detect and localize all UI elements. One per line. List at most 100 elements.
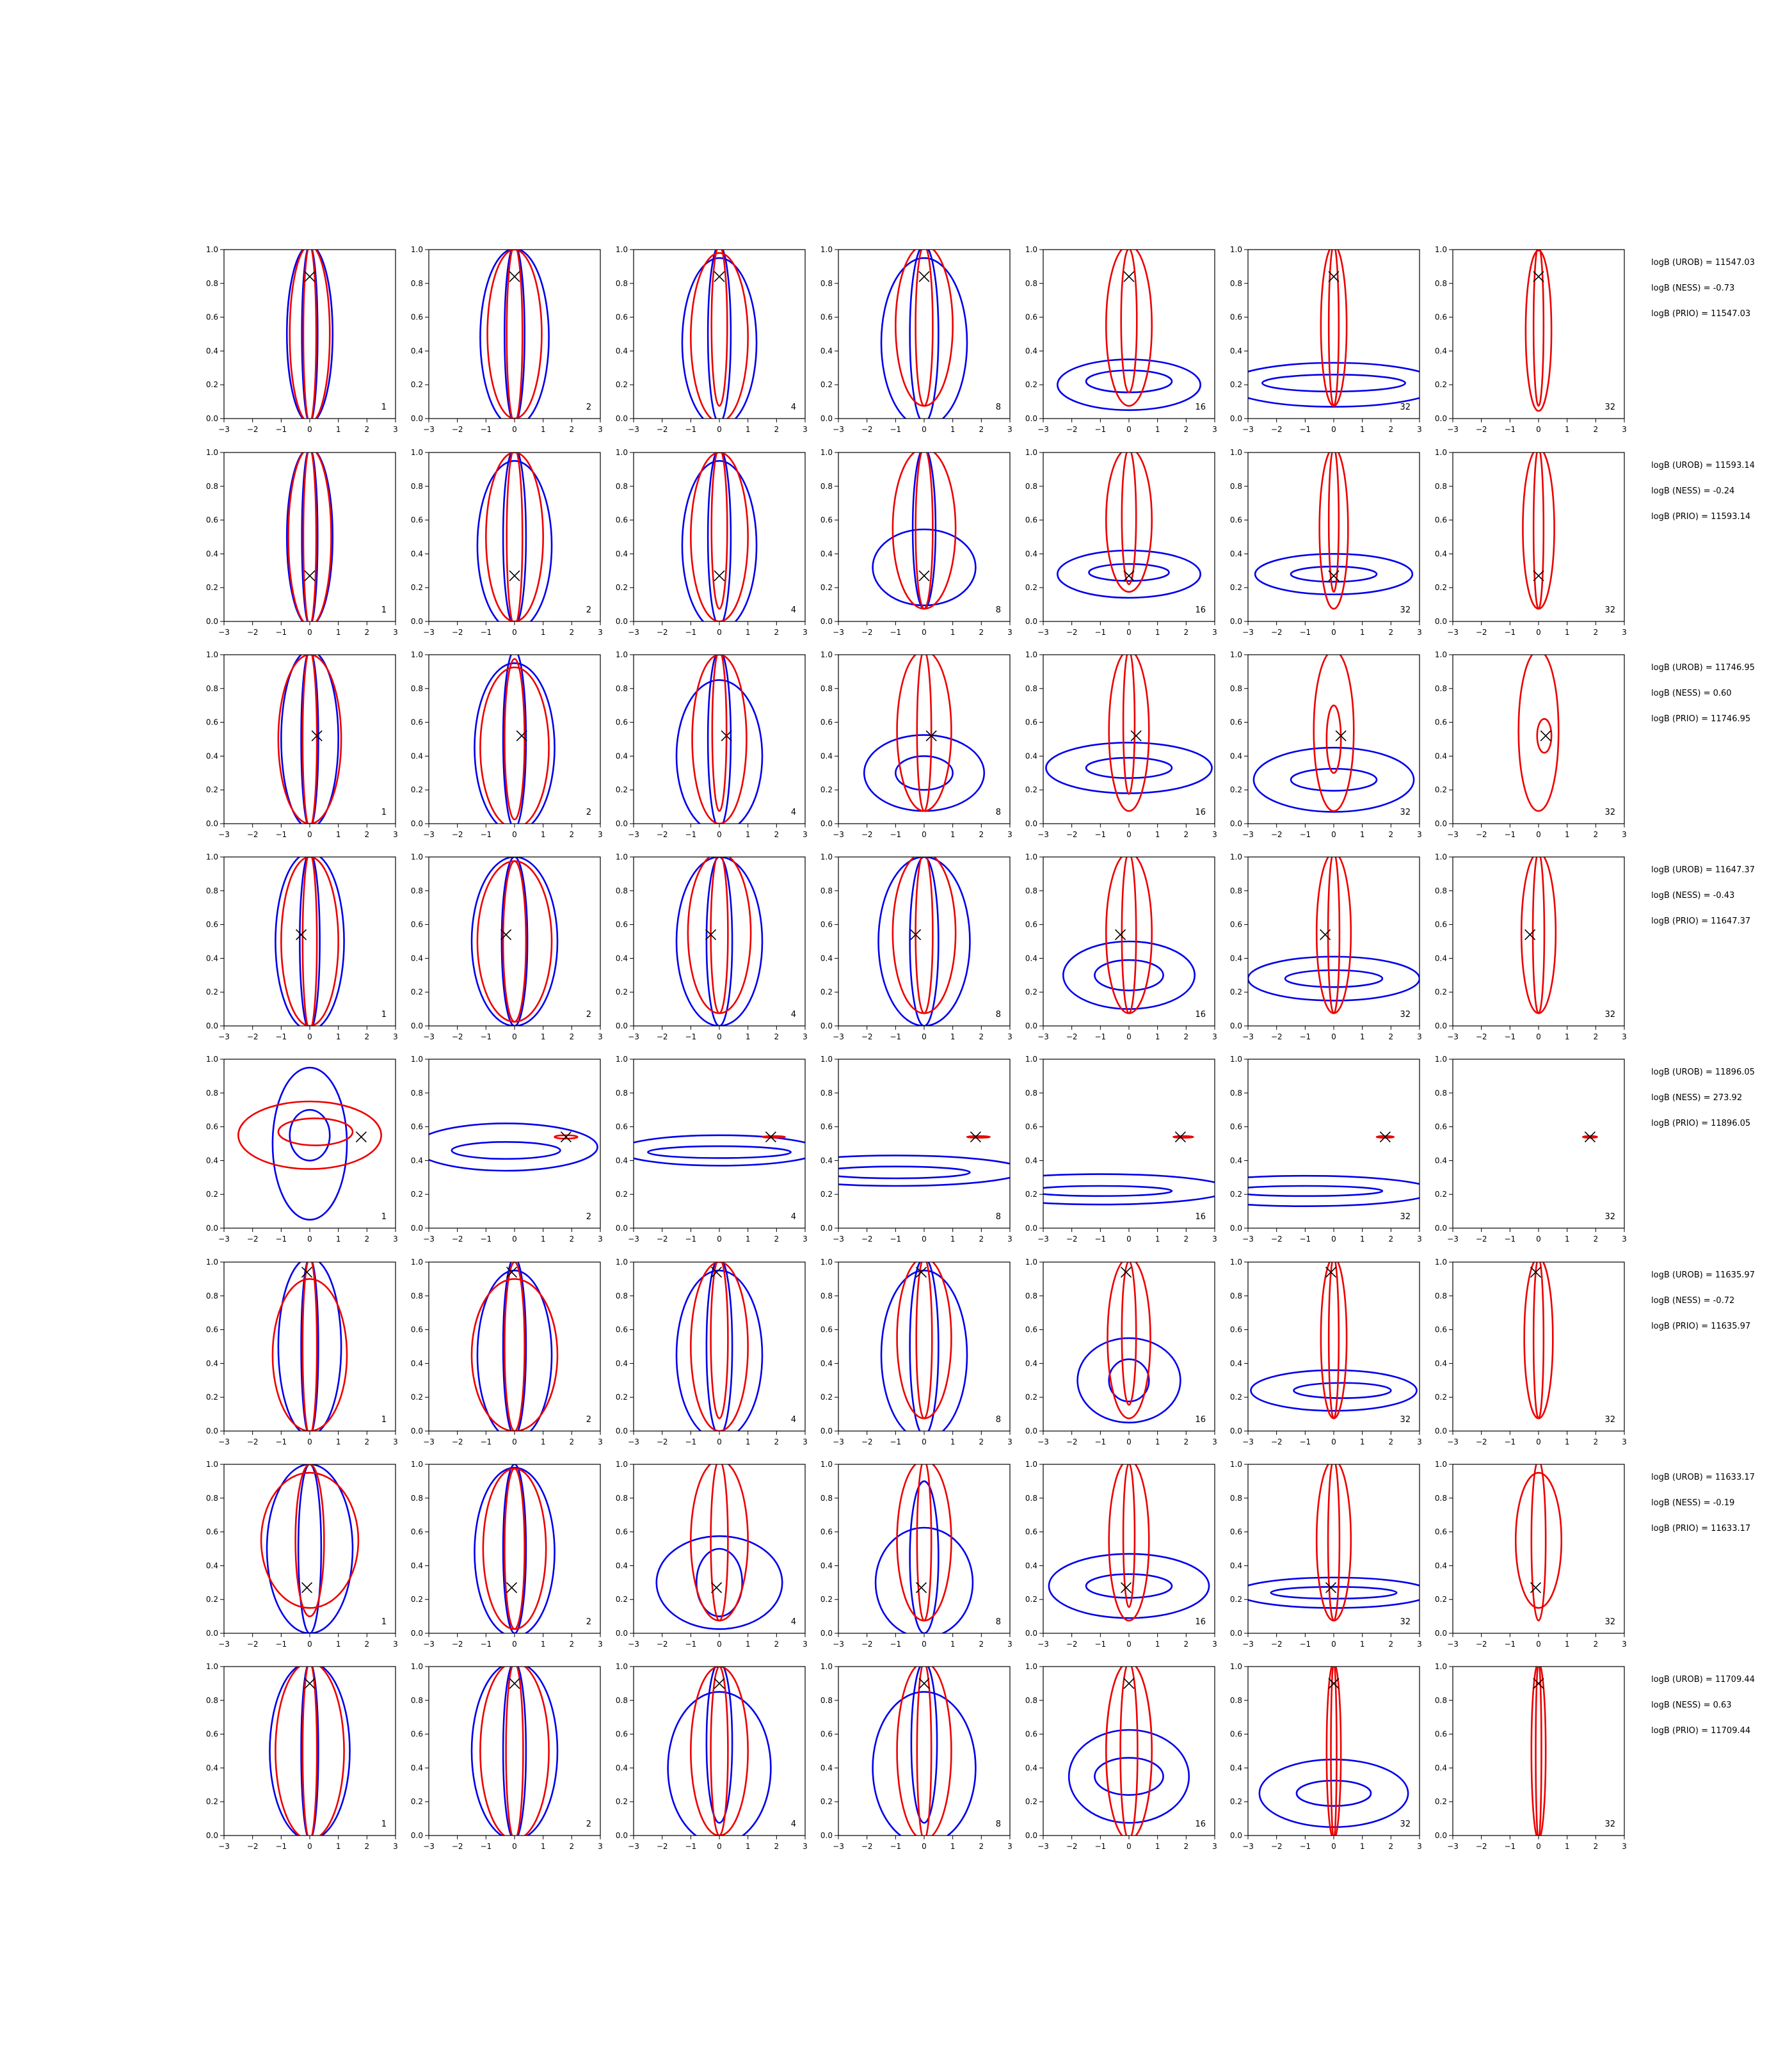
y-tick-label: 1.0 [1230, 650, 1242, 659]
y-tick-label: 0.2 [411, 1393, 423, 1402]
x-tick-label: −3 [1447, 1235, 1459, 1244]
x-tick-label: 0 [1331, 628, 1336, 637]
y-tick-label: 1.0 [820, 448, 833, 457]
axes-frame [1247, 1666, 1420, 1836]
y-tick-label: 1.0 [206, 1258, 218, 1267]
x-tick-label: 0 [922, 1842, 927, 1851]
x-tick-label: 3 [393, 1032, 398, 1041]
panel-label: 32 [1604, 808, 1615, 817]
x-tick-label: 1 [950, 1640, 956, 1649]
x-tick-label: 2 [979, 425, 984, 434]
x-tick-label: −1 [1504, 830, 1516, 839]
blue-contour [1043, 1185, 1173, 1197]
y-tick-label: 0.0 [1230, 1629, 1242, 1638]
red-contour [896, 1464, 952, 1622]
x-tick-label: 0 [512, 1032, 517, 1041]
y-tick-label: 1.0 [820, 245, 833, 254]
x-tick-label: −2 [861, 1032, 873, 1041]
red-contour [1530, 1464, 1547, 1622]
red-contour [1522, 452, 1555, 610]
y-tick-label: 0.2 [206, 1797, 218, 1806]
y-tick-label: 1.0 [1025, 1055, 1037, 1064]
axes-frame [838, 1059, 1011, 1229]
red-contour [1105, 857, 1153, 1014]
panel-label: 8 [996, 403, 1001, 412]
y-tick-label: 0.2 [1230, 380, 1242, 389]
panel-label: 4 [791, 1617, 796, 1627]
panel-label: 32 [1604, 1212, 1615, 1222]
contour-panel: −3 −2 −1 0 1 2 3 0.0 0.2 0.4 0.6 0.8 1.0 4 [616, 1662, 808, 1851]
blue-contour [470, 857, 559, 1026]
x-tick-label: 3 [1417, 425, 1422, 434]
x-tick-label: 0 [1331, 1437, 1336, 1446]
marker-x [710, 1582, 723, 1594]
x-tick-label: 3 [1622, 1437, 1627, 1446]
y-tick-label: 0.4 [616, 1561, 628, 1570]
x-tick-label: −2 [657, 1235, 668, 1244]
y-tick-label: 0.2 [206, 380, 218, 389]
axes-frame [223, 1059, 396, 1229]
blue-contour [909, 1262, 940, 1431]
y-tick-label: 0.4 [1230, 954, 1242, 963]
x-tick-label: −3 [218, 1640, 230, 1649]
marker-x [1130, 730, 1142, 742]
y-tick-label: 0.4 [1435, 1359, 1447, 1368]
y-tick-label: 0.4 [411, 1763, 423, 1772]
x-tick-label: −1 [275, 628, 287, 637]
y-tick-label: 1.0 [1230, 448, 1242, 457]
y-tick-label: 0.6 [1025, 1325, 1037, 1334]
x-tick-label: 3 [1417, 1235, 1422, 1244]
blue-contour [695, 1548, 744, 1617]
x-tick-label: 2 [1594, 628, 1599, 637]
red-contour [1520, 857, 1557, 1014]
red-contour [892, 857, 957, 1014]
marker-x [1533, 271, 1544, 282]
y-tick-label: 1.0 [616, 1055, 628, 1064]
red-contour [915, 250, 934, 407]
plot-row: −3 −2 −1 0 1 2 3 0.0 0.2 0.4 0.6 0.8 1.0 1 −3 −2 −1 0 1 2 3 0… [206, 1662, 1755, 1851]
y-tick-label: 0.6 [411, 1730, 423, 1739]
blue-contour [1085, 369, 1173, 394]
x-tick-label: 3 [803, 425, 808, 434]
y-tick-label: 0.4 [1025, 1156, 1037, 1165]
x-tick-label: 1 [950, 830, 956, 839]
panel-label: 32 [1604, 1415, 1615, 1425]
x-tick-label: 2 [1594, 1032, 1599, 1041]
y-tick-label: 0.2 [616, 1595, 628, 1604]
red-contour [1330, 1667, 1338, 1836]
y-tick-label: 0.0 [1025, 617, 1037, 626]
x-tick-label: 2 [365, 1235, 370, 1244]
red-contour [916, 1464, 932, 1622]
red-contour [237, 1100, 382, 1170]
y-tick-label: 0.8 [1230, 1292, 1242, 1300]
x-tick-label: 3 [1622, 1032, 1627, 1041]
y-tick-label: 0.8 [1230, 684, 1242, 693]
y-tick-label: 0.8 [411, 1089, 423, 1098]
y-tick-label: 0.4 [1435, 1156, 1447, 1165]
x-tick-label: −1 [685, 628, 696, 637]
blue-contour [502, 1262, 527, 1431]
y-tick-label: 0.2 [411, 785, 423, 794]
y-tick-label: 0.8 [206, 1292, 218, 1300]
x-tick-label: 0 [307, 1235, 312, 1244]
axes-frame [1452, 249, 1625, 419]
x-tick-label: 0 [717, 1842, 722, 1851]
panel-label: 8 [996, 1415, 1001, 1425]
marker-x [1325, 1582, 1337, 1594]
y-tick-label: 1.0 [820, 1258, 833, 1267]
y-tick-label: 0.8 [616, 886, 628, 895]
blue-contour [285, 452, 334, 621]
blue-contour [1248, 1185, 1384, 1197]
y-tick-label: 0.0 [206, 1629, 218, 1638]
x-tick-label: 0 [1126, 830, 1132, 839]
y-tick-label: 0.2 [1435, 785, 1447, 794]
x-tick-label: 2 [1389, 1235, 1394, 1244]
blue-contour [476, 460, 553, 621]
axes-frame [428, 856, 601, 1027]
contour-panel: −3 −2 −1 0 1 2 3 0.0 0.2 0.4 0.6 0.8 1.0 16 [1025, 1662, 1217, 1851]
blue-contour [1270, 1586, 1398, 1600]
y-tick-label: 0.2 [1435, 1797, 1447, 1806]
red-contour [1514, 1471, 1563, 1609]
y-tick-label: 0.8 [1230, 1494, 1242, 1503]
x-tick-label: 1 [336, 1437, 341, 1446]
